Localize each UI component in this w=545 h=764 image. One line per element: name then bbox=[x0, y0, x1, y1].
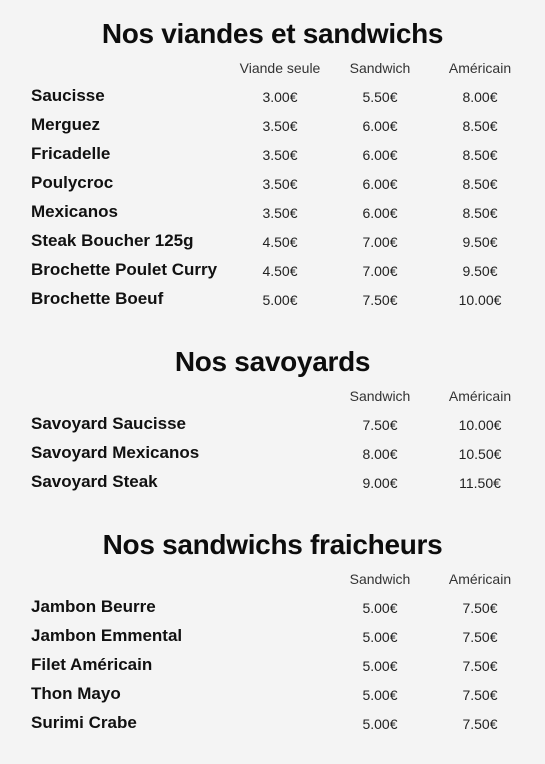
price-americain: 7.50€ bbox=[462, 629, 498, 645]
price-sandwich: 5.00€ bbox=[362, 716, 398, 732]
price-americain: 7.50€ bbox=[462, 687, 498, 703]
price-americain: 8.50€ bbox=[462, 205, 498, 221]
price-americain: 9.50€ bbox=[462, 263, 498, 279]
price-sandwich: 7.50€ bbox=[362, 292, 398, 308]
item-name: Surimi Crabe bbox=[31, 713, 137, 732]
price-viande-seule: 3.00€ bbox=[262, 89, 298, 105]
price-americain: 7.50€ bbox=[462, 600, 498, 616]
column-header-americain: Américain bbox=[448, 388, 512, 404]
item-name: Savoyard Mexicanos bbox=[31, 443, 200, 462]
section-title-savoyards: Nos savoyards bbox=[174, 346, 371, 377]
item-name: Saucisse bbox=[31, 86, 105, 105]
price-americain: 7.50€ bbox=[462, 716, 498, 732]
price-americain: 8.50€ bbox=[462, 176, 498, 192]
column-header-americain: Américain bbox=[448, 60, 512, 76]
price-americain: 10.50€ bbox=[458, 446, 502, 462]
item-name: Jambon Beurre bbox=[31, 597, 156, 616]
section-title-fraicheurs: Nos sandwichs fraicheurs bbox=[102, 529, 443, 560]
price-sandwich: 5.00€ bbox=[362, 687, 398, 703]
section-title-viandes: Nos viandes et sandwichs bbox=[101, 18, 444, 49]
price-sandwich: 6.00€ bbox=[362, 118, 398, 134]
price-americain: 8.00€ bbox=[462, 89, 498, 105]
price-americain: 10.00€ bbox=[458, 292, 502, 308]
item-name: Savoyard Saucisse bbox=[31, 414, 186, 433]
price-viande-seule: 4.50€ bbox=[262, 234, 298, 250]
column-header-sandwich: Sandwich bbox=[349, 388, 411, 404]
price-sandwich: 6.00€ bbox=[362, 205, 398, 221]
price-sandwich: 5.50€ bbox=[362, 89, 398, 105]
item-name: Filet Américain bbox=[31, 655, 153, 674]
price-sandwich: 5.00€ bbox=[362, 658, 398, 674]
price-americain: 8.50€ bbox=[462, 147, 498, 163]
price-americain: 11.50€ bbox=[459, 475, 501, 491]
price-americain: 10.00€ bbox=[458, 417, 502, 433]
item-name: Brochette Boeuf bbox=[31, 289, 164, 308]
price-sandwich: 8.00€ bbox=[362, 446, 398, 462]
price-sandwich: 7.00€ bbox=[362, 263, 398, 279]
price-viande-seule: 3.50€ bbox=[262, 205, 298, 221]
price-viande-seule: 3.50€ bbox=[262, 118, 298, 134]
price-sandwich: 6.00€ bbox=[362, 176, 398, 192]
column-header-americain: Américain bbox=[448, 571, 512, 587]
price-viande-seule: 3.50€ bbox=[262, 176, 298, 192]
price-sandwich: 9.00€ bbox=[362, 475, 398, 491]
price-americain: 9.50€ bbox=[462, 234, 498, 250]
price-sandwich: 7.00€ bbox=[362, 234, 398, 250]
item-name: Steak Boucher 125g bbox=[31, 231, 194, 250]
column-header-sandwich: Sandwich bbox=[349, 571, 411, 587]
column-header-sandwich: Sandwich bbox=[349, 60, 411, 76]
column-header-viande-seule: Viande seule bbox=[239, 60, 321, 76]
item-name: Savoyard Steak bbox=[31, 472, 158, 491]
price-viande-seule: 5.00€ bbox=[262, 292, 298, 308]
price-americain: 7.50€ bbox=[462, 658, 498, 674]
item-name: Fricadelle bbox=[31, 144, 111, 163]
item-name: Merguez bbox=[31, 115, 100, 134]
price-sandwich: 5.00€ bbox=[362, 629, 398, 645]
item-name: Jambon Emmental bbox=[31, 626, 183, 645]
item-name: Mexicanos bbox=[31, 202, 118, 221]
item-name: Thon Mayo bbox=[31, 684, 121, 703]
price-sandwich: 7.50€ bbox=[362, 417, 398, 433]
price-viande-seule: 3.50€ bbox=[262, 147, 298, 163]
item-name: Poulycroc bbox=[31, 173, 114, 192]
item-name: Brochette Poulet Curry bbox=[31, 260, 218, 279]
price-americain: 8.50€ bbox=[462, 118, 498, 134]
price-sandwich: 5.00€ bbox=[362, 600, 398, 616]
price-viande-seule: 4.50€ bbox=[262, 263, 298, 279]
price-sandwich: 6.00€ bbox=[362, 147, 398, 163]
